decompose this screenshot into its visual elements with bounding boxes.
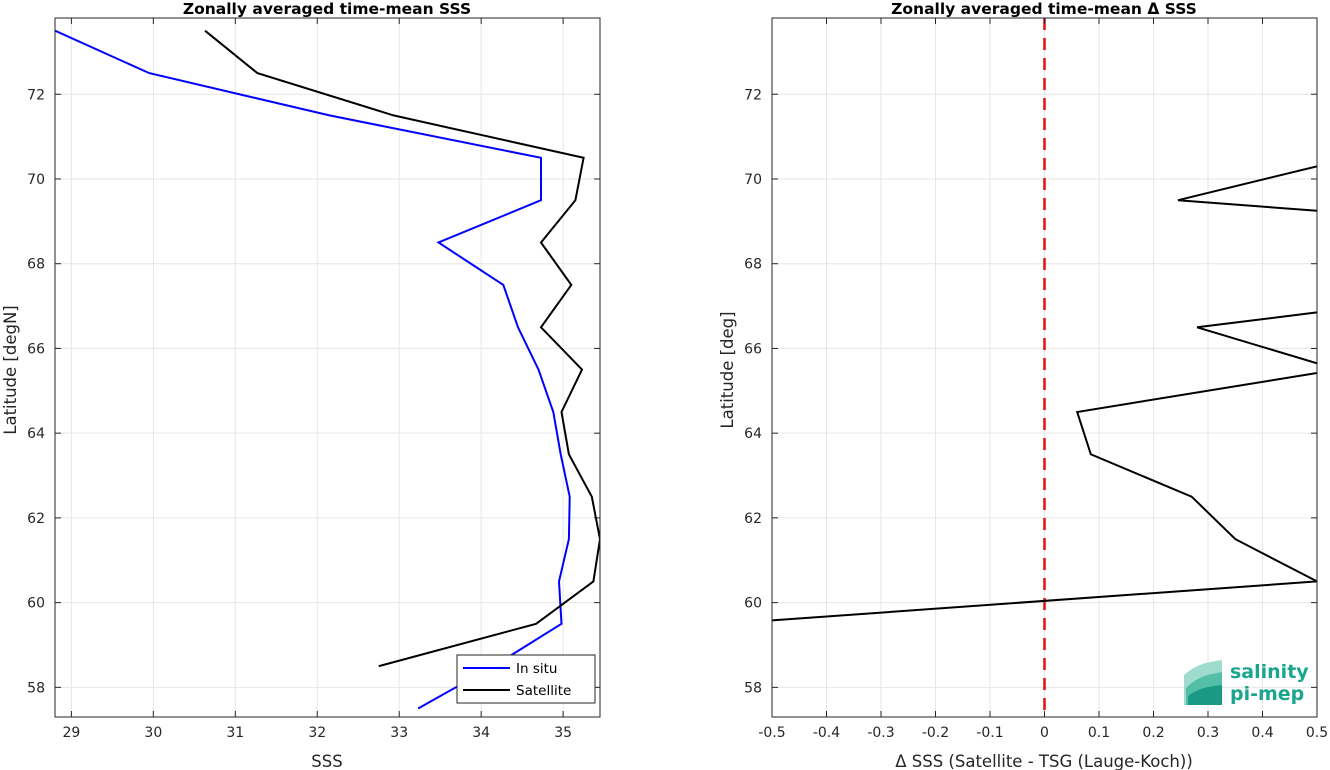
right-ylabel: Latitude [deg] [718,311,737,428]
right-xtick-label: 0.1 [1088,725,1110,741]
left-series-in-situ-line [55,29,571,710]
left-axes-box [54,17,601,718]
left-ticks: 29 30 31 32 33 34 35 58 60 62 64 66 68 70 72 [27,18,600,741]
legend-box [456,654,596,704]
right-xtick-label: 0.4 [1251,725,1273,741]
right-series-series-0-line-1 [1196,311,1317,365]
right-ytick-label: 68 [744,257,762,273]
legend-label-in-situ: In situ [516,661,557,677]
right-ytick-label: 70 [744,172,762,188]
right-xtick-label: -0.5 [758,725,785,741]
left-xlabel: SSS [311,752,342,770]
salinity-pi-mep-logo: salinity pi-mep [1184,660,1309,705]
left-ytick-label: 68 [27,257,45,273]
right-ytick-label: 60 [744,596,762,612]
right-xtick-label: -0.4 [813,725,840,741]
left-ytick-label: 60 [27,596,45,612]
right-ytick-label: 62 [744,511,762,527]
right-xtick-label: 0.5 [1306,725,1328,741]
right-ytick-label: 58 [744,680,762,696]
right-ytick-label: 66 [744,341,762,357]
right-panel: -0.5 -0.4 -0.3 -0.2 -0.1 0 0.1 0.2 0.3 0.4 0.5 58 60… [718,0,1328,770]
right-xtick-label: 0.3 [1197,725,1219,741]
right-title: Zonally averaged time-mean Δ SSS [891,0,1197,18]
right-xtick-label: -0.2 [922,725,949,741]
left-panel: 29 30 31 32 33 34 35 58 60 62 64 66 68 70 72 Zonally a… [1,0,601,770]
wave-logo-icon [1184,660,1222,705]
right-ytick-label: 64 [744,426,762,442]
left-ytick-label: 70 [27,172,45,188]
right-ytick-label: 72 [744,87,762,103]
right-series-series-0-line-0 [1177,165,1317,212]
left-xtick-label: 30 [144,725,162,741]
left-xtick-label: 31 [226,725,244,741]
left-plot-area [55,18,600,717]
left-title: Zonally averaged time-mean SSS [183,0,471,18]
left-xtick-label: 33 [390,725,408,741]
right-xtick-label: 0.2 [1142,725,1164,741]
left-xtick-label: 32 [308,725,326,741]
right-xtick-label: 0 [1040,725,1049,741]
left-xtick-label: 35 [554,725,572,741]
left-ytick-label: 58 [27,680,45,696]
left-lines [55,29,600,710]
logo-line2: pi-mep [1230,683,1304,705]
legend-label-satellite: Satellite [516,683,571,699]
right-ticks: -0.5 -0.4 -0.3 -0.2 -0.1 0 0.1 0.2 0.3 0.4 0.5 58 60… [744,18,1328,741]
left-ytick-label: 66 [27,341,45,357]
left-series-satellite-line [204,29,600,668]
left-ytick-label: 64 [27,426,45,442]
right-lines [772,18,1317,717]
legend: In situ Satellite [456,654,596,704]
right-xtick-label: -0.3 [867,725,894,741]
left-ytick-label: 72 [27,87,45,103]
left-xtick-label: 29 [62,725,80,741]
left-xtick-label: 34 [472,725,490,741]
right-xtick-label: -0.1 [976,725,1003,741]
right-xlabel: Δ SSS (Satellite - TSG (Lauge-Koch)) [895,752,1193,770]
right-series-series-0-line-2 [772,372,1317,622]
logo-line1: salinity [1230,661,1309,683]
left-ylabel: Latitude [degN] [1,305,20,434]
left-ytick-label: 62 [27,511,45,527]
